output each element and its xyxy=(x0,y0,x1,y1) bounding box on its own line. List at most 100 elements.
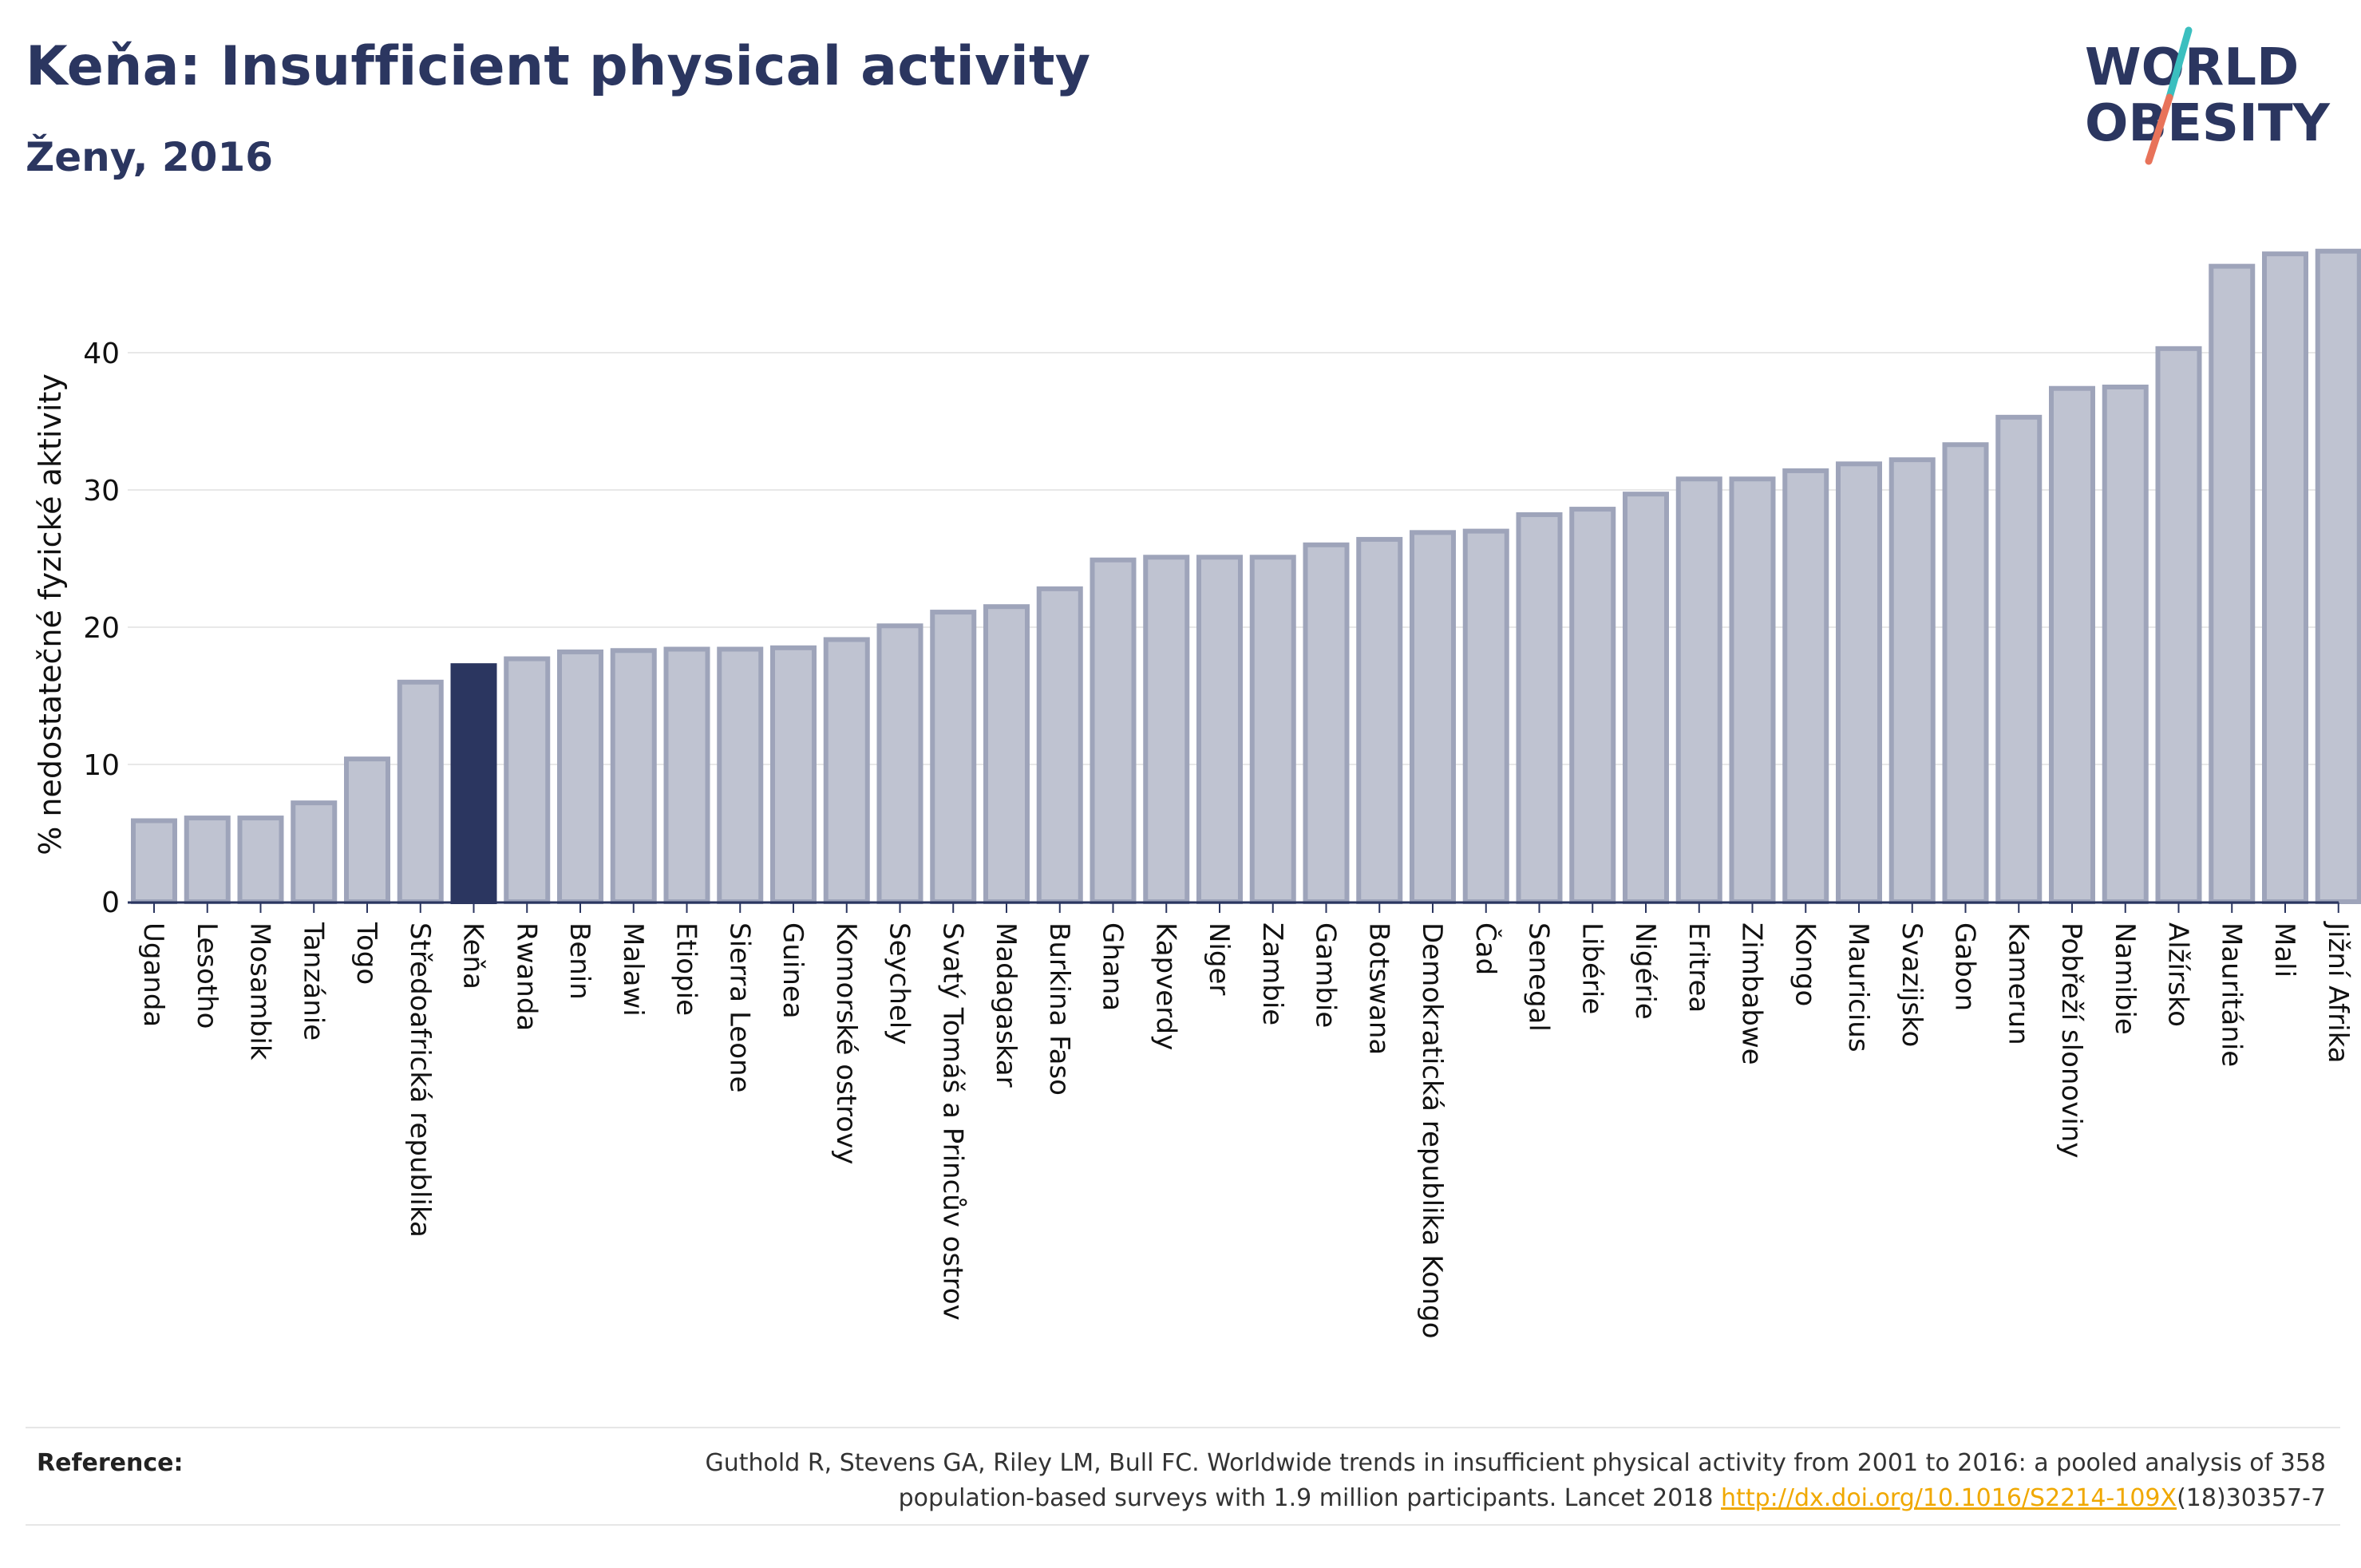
bar-26 xyxy=(1516,511,1563,905)
x-tick-label-33: Svazijsko xyxy=(1896,922,1928,1047)
x-tick-label-34: Gabon xyxy=(1949,922,1981,1011)
bar-1 xyxy=(184,816,231,904)
bar-18 xyxy=(1090,557,1137,904)
bar-20 xyxy=(1196,555,1243,905)
world-obesity-logo: WORLD OBESITY xyxy=(2085,26,2330,165)
page-subtitle: Ženy, 2016 xyxy=(26,134,274,180)
bar-10 xyxy=(663,646,710,905)
x-tick-label-21: Zambie xyxy=(1256,922,1288,1025)
x-tick-label-24: Demokratická republika Kongo xyxy=(1416,922,1448,1339)
x-tick-label-2: Mosambik xyxy=(244,922,276,1060)
bar-21 xyxy=(1249,555,1296,905)
bar-7 xyxy=(504,656,551,904)
reference-line2-start: population-based surveys with 1.9 millio… xyxy=(898,1484,1722,1512)
reference-doi-link[interactable]: http://dx.doi.org/10.1016/S2214-109X xyxy=(1721,1484,2177,1512)
x-tick-label-36: Pobřeží slonoviny xyxy=(2055,922,2087,1158)
x-tick-label-0: Uganda xyxy=(137,922,169,1027)
bar-27 xyxy=(1569,507,1616,905)
bar-14 xyxy=(876,623,923,905)
axes xyxy=(128,901,2339,913)
y-tick-label-40: 40 xyxy=(83,338,120,370)
reference-line1: Guthold R, Stevens GA, Riley LM, Bull FC… xyxy=(705,1449,2326,1477)
bar-3 xyxy=(291,800,338,904)
x-tick-label-16: Madagaskar xyxy=(990,922,1022,1088)
x-tick-label-6: Keňa xyxy=(457,922,489,989)
x-tick-label-5: Středoafrická republika xyxy=(404,922,436,1238)
x-tick-label-4: Togo xyxy=(350,922,382,985)
reference-top-rule xyxy=(26,1427,2340,1428)
x-tick-label-38: Alžírsko xyxy=(2162,922,2194,1027)
bar-29 xyxy=(1675,476,1722,904)
bar-39 xyxy=(2209,263,2256,904)
bar-11 xyxy=(717,646,764,905)
bar-37 xyxy=(2102,385,2149,904)
x-tick-label-35: Kamerun xyxy=(2002,922,2034,1045)
x-tick-label-19: Kapverdy xyxy=(1149,922,1181,1050)
bar-31 xyxy=(1782,468,1829,904)
x-tick-label-27: Libérie xyxy=(1576,922,1608,1014)
x-tick-label-8: Benin xyxy=(564,922,595,1000)
x-tick-label-32: Mauricius xyxy=(1842,922,1874,1053)
x-tick-label-13: Komorské ostrovy xyxy=(830,922,862,1164)
y-axis-label: % nedostatečné fyzické aktivity xyxy=(33,373,68,855)
x-tick-label-28: Nigérie xyxy=(1629,922,1661,1020)
x-tick-label-17: Burkina Faso xyxy=(1043,922,1075,1096)
bar-32 xyxy=(1836,461,1882,904)
x-labels: Uganda Lesotho Mosambik Tanzánie Togo Středoa… xyxy=(137,921,2354,1339)
x-tick-label-25: Čad xyxy=(1469,922,1502,975)
reference-line2-end: (18)30357-7 xyxy=(2177,1484,2326,1512)
x-tick-label-41: Jižní Afrika xyxy=(2322,921,2354,1064)
x-tick-label-7: Rwanda xyxy=(510,922,542,1031)
bar-4 xyxy=(344,756,390,904)
x-tick-label-29: Eritrea xyxy=(1683,922,1714,1013)
x-tick-label-23: Botswana xyxy=(1362,922,1394,1055)
bar-16 xyxy=(983,604,1030,904)
logo-slash-coral xyxy=(2145,93,2173,165)
logo-text-obesity: OBESITY xyxy=(2085,94,2330,153)
x-tick-label-20: Niger xyxy=(1203,922,1235,995)
bar-5 xyxy=(397,679,444,904)
bar-9 xyxy=(610,648,657,904)
x-tick-label-22: Gambie xyxy=(1310,922,1342,1028)
x-tick-label-39: Mauritánie xyxy=(2215,922,2247,1067)
bar-22 xyxy=(1303,542,1350,904)
reference-label: Reference: xyxy=(37,1449,184,1477)
x-tick-label-10: Etiopie xyxy=(670,922,702,1016)
bar-12 xyxy=(770,645,817,904)
y-tick-label-30: 30 xyxy=(83,475,120,508)
x-tick-label-1: Lesotho xyxy=(191,922,223,1029)
x-tick-label-30: Zimbabwe xyxy=(1736,922,1768,1065)
x-tick-label-37: Namibie xyxy=(2109,922,2141,1035)
bar-19 xyxy=(1143,555,1190,905)
x-tick-label-9: Malawi xyxy=(617,922,649,1017)
page-title: Keňa: Insufficient physical activity xyxy=(26,35,1091,98)
bar-41 xyxy=(2315,248,2361,905)
bar-35 xyxy=(1995,414,2043,904)
y-tick-label-0: 0 xyxy=(101,887,120,919)
bar-33 xyxy=(1888,457,1936,904)
bar-40 xyxy=(2262,251,2308,905)
reference-bottom-rule xyxy=(26,1524,2340,1526)
bar-15 xyxy=(930,610,977,905)
x-tick-label-12: Guinea xyxy=(777,922,809,1019)
x-tick-label-3: Tanzánie xyxy=(297,922,329,1041)
y-tick-label-20: 20 xyxy=(83,612,120,645)
bar-28 xyxy=(1623,492,1669,904)
bar-17 xyxy=(1036,586,1083,905)
bar-23 xyxy=(1356,536,1403,904)
x-tick-label-26: Senegal xyxy=(1523,922,1555,1032)
bar-chart: 0 10 20 30 40 Uganda Lesotho Mosambik Tanzánie T… xyxy=(33,248,2361,1339)
x-tick-label-15: Svatý Tomáš a Princův ostrov xyxy=(936,922,968,1321)
y-ticks: 0 10 20 30 40 xyxy=(83,338,120,919)
bar-34 xyxy=(1942,442,1989,904)
bar-25 xyxy=(1462,528,1509,904)
x-tick-label-11: Sierra Leone xyxy=(723,922,755,1092)
bar-6 xyxy=(450,663,497,904)
bar-8 xyxy=(557,649,603,905)
x-tick-label-14: Seychely xyxy=(884,922,916,1045)
x-tick-label-18: Ghana xyxy=(1097,922,1129,1011)
x-tick-label-31: Kongo xyxy=(1789,922,1821,1006)
bar-2 xyxy=(237,816,284,904)
reference-text: Guthold R, Stevens GA, Riley LM, Bull FC… xyxy=(490,1446,2326,1516)
logo-text-world: WORLD xyxy=(2085,38,2299,97)
